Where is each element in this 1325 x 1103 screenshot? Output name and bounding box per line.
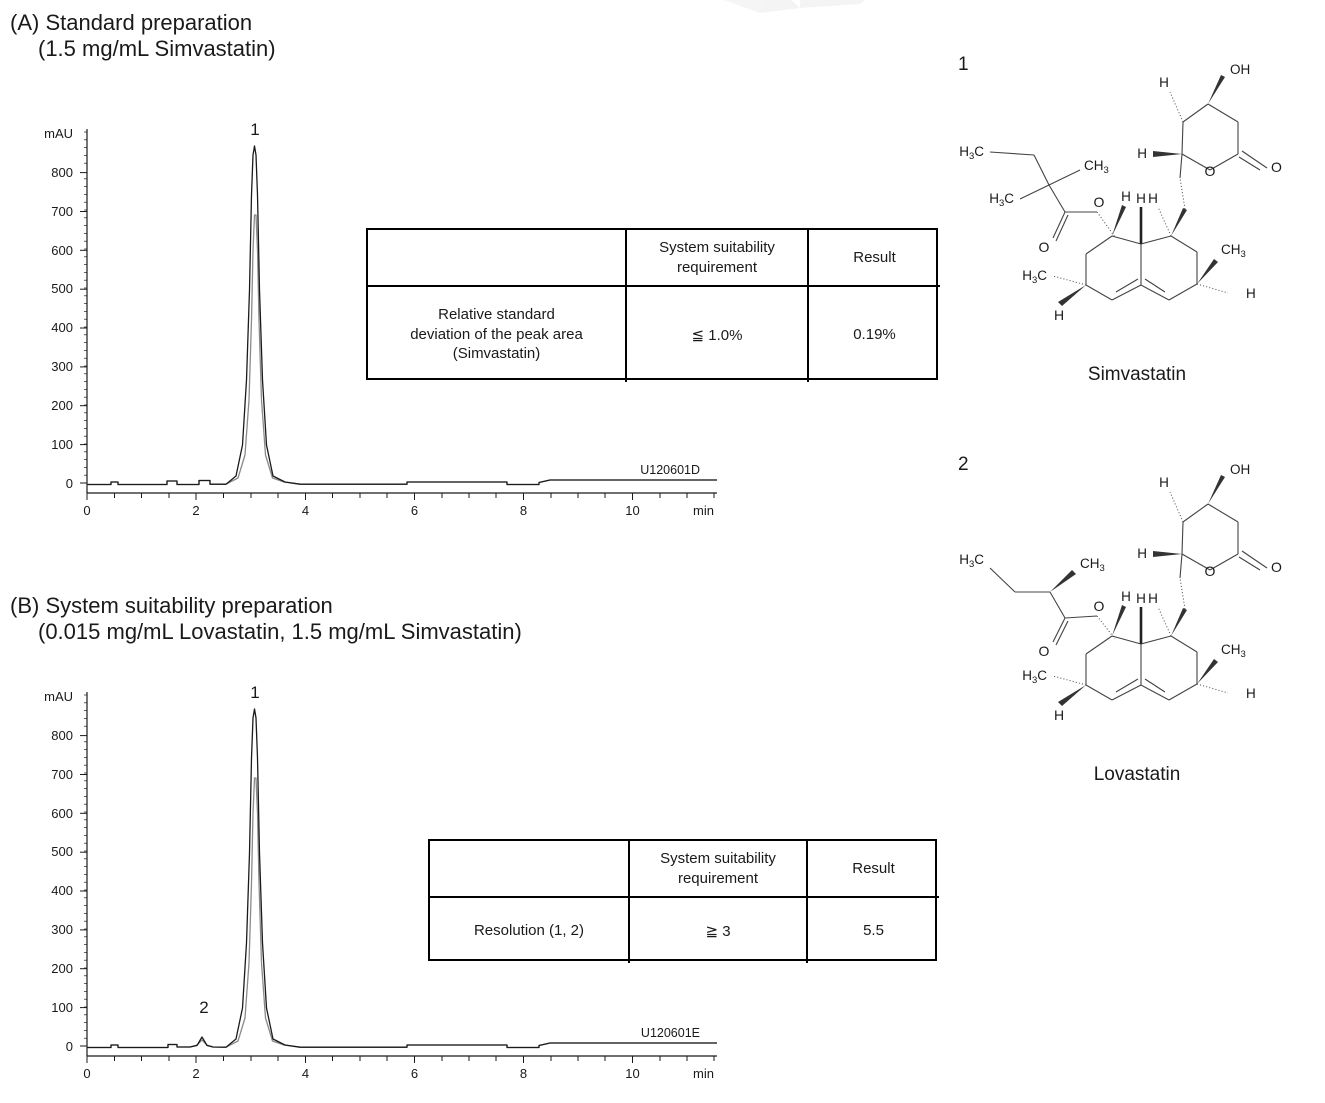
svg-text:1: 1: [250, 683, 259, 702]
svg-text:min: min: [693, 1066, 714, 1081]
svg-text:H: H: [1159, 75, 1169, 90]
svg-text:H: H: [1054, 707, 1064, 723]
svg-text:CH3: CH3: [1084, 158, 1109, 176]
svg-text:8: 8: [520, 503, 527, 518]
svg-text:0: 0: [66, 476, 73, 491]
svg-text:min: min: [693, 503, 714, 518]
svg-text:200: 200: [51, 398, 73, 413]
svg-text:H: H: [1054, 307, 1064, 323]
svg-text:Simvastatin: Simvastatin: [1088, 364, 1186, 385]
svg-text:Lovastatin: Lovastatin: [1094, 764, 1181, 785]
svg-text:U120601E: U120601E: [641, 1026, 700, 1040]
svg-text:O: O: [1271, 159, 1282, 175]
svg-text:O: O: [1039, 239, 1050, 255]
svg-text:4: 4: [302, 503, 309, 518]
svg-text:6: 6: [411, 503, 418, 518]
svg-text:H: H: [1121, 589, 1131, 604]
svg-text:700: 700: [51, 767, 73, 782]
svg-text:300: 300: [51, 922, 73, 937]
svg-text:H3C: H3C: [989, 191, 1014, 209]
svg-text:H: H: [1121, 189, 1131, 204]
svg-text:H: H: [1159, 475, 1169, 490]
svg-text:H3C: H3C: [1022, 268, 1047, 286]
svg-text:500: 500: [51, 281, 73, 296]
svg-text:O: O: [1205, 163, 1216, 179]
svg-text:500: 500: [51, 844, 73, 859]
svg-text:O: O: [1271, 559, 1282, 575]
svg-text:100: 100: [51, 1000, 73, 1015]
svg-text:2: 2: [958, 454, 969, 475]
svg-text:100: 100: [51, 437, 73, 452]
svg-text:6: 6: [411, 1066, 418, 1081]
svg-text:O: O: [1039, 643, 1050, 659]
svg-text:300: 300: [51, 359, 73, 374]
svg-text:2: 2: [192, 1066, 199, 1081]
svg-text:H3C: H3C: [1022, 668, 1047, 686]
svg-text:H: H: [1137, 146, 1147, 161]
svg-text:H: H: [1148, 591, 1158, 606]
svg-text:2: 2: [192, 503, 199, 518]
svg-text:8: 8: [520, 1066, 527, 1081]
svg-text:mAU: mAU: [44, 689, 73, 704]
svg-text:700: 700: [51, 204, 73, 219]
svg-text:2: 2: [199, 998, 208, 1017]
svg-text:mAU: mAU: [44, 126, 73, 141]
svg-text:CH3: CH3: [1221, 242, 1246, 260]
svg-text:CH3: CH3: [1221, 642, 1246, 660]
svg-text:200: 200: [51, 961, 73, 976]
svg-text:H: H: [1246, 686, 1256, 701]
svg-text:H3C: H3C: [959, 552, 984, 570]
svg-text:O: O: [1094, 194, 1105, 210]
svg-text:10: 10: [625, 1066, 639, 1081]
svg-text:400: 400: [51, 883, 73, 898]
svg-text:0: 0: [66, 1039, 73, 1054]
svg-text:600: 600: [51, 806, 73, 821]
svg-text:H: H: [1246, 286, 1256, 301]
svg-text:0: 0: [83, 1066, 90, 1081]
svg-text:H: H: [1136, 191, 1146, 206]
svg-text:0: 0: [83, 503, 90, 518]
svg-text:U120601D: U120601D: [640, 463, 700, 477]
svg-text:1: 1: [958, 54, 969, 75]
svg-text:H3C: H3C: [959, 144, 984, 162]
svg-text:H: H: [1137, 546, 1147, 561]
svg-text:800: 800: [51, 165, 73, 180]
svg-text:H: H: [1148, 191, 1158, 206]
svg-text:600: 600: [51, 243, 73, 258]
svg-text:800: 800: [51, 728, 73, 743]
svg-text:CH3: CH3: [1080, 556, 1105, 574]
svg-text:H: H: [1136, 591, 1146, 606]
svg-text:OH: OH: [1230, 62, 1250, 77]
svg-text:400: 400: [51, 320, 73, 335]
svg-text:O: O: [1094, 598, 1105, 614]
svg-text:OH: OH: [1230, 462, 1250, 477]
svg-text:4: 4: [302, 1066, 309, 1081]
svg-text:O: O: [1205, 563, 1216, 579]
svg-text:1: 1: [250, 120, 259, 139]
svg-text:10: 10: [625, 503, 639, 518]
